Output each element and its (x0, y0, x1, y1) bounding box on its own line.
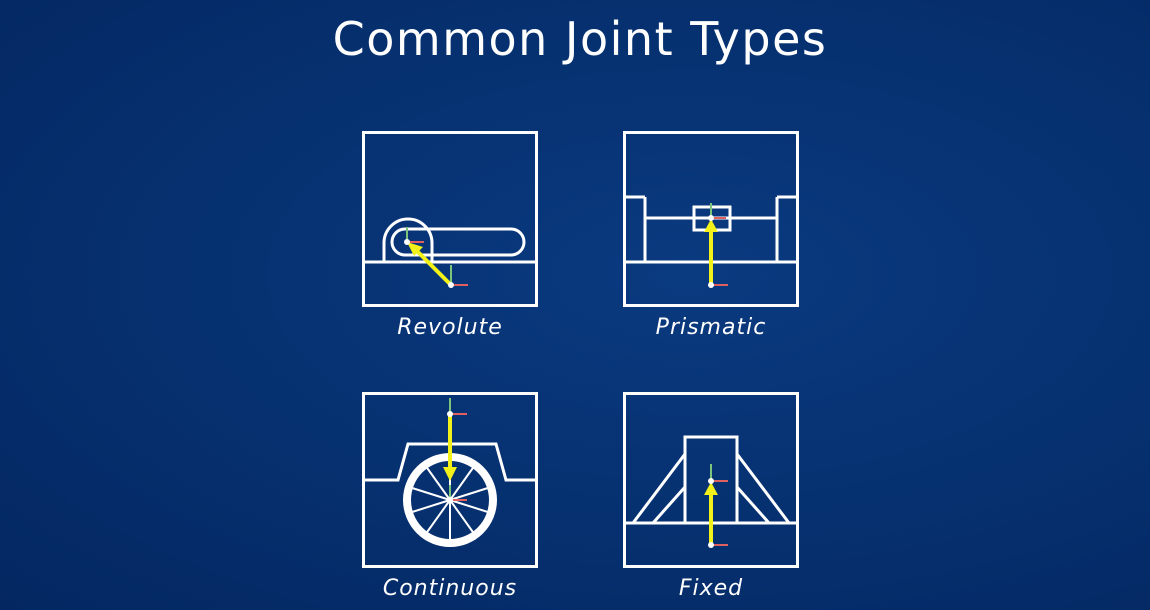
joint-arrow-head (704, 219, 718, 232)
child-origin (447, 497, 453, 503)
parent-origin (708, 542, 714, 548)
panel-frame (362, 131, 538, 307)
left-brace-outer (631, 453, 687, 524)
parent-origin (708, 282, 714, 288)
revolute-base (382, 217, 434, 262)
revolute-link (390, 227, 526, 257)
prismatic-joint-diagram (623, 131, 799, 307)
fixed-joint-diagram (623, 392, 799, 568)
left-brace-inner (651, 486, 687, 524)
continuous-joint-diagram (362, 392, 538, 568)
revolute-label: Revolute (397, 315, 503, 340)
child-origin (404, 239, 410, 245)
panel-frame (623, 392, 799, 568)
joint-arrow-head (704, 482, 718, 495)
continuous-label: Continuous (382, 576, 518, 601)
fixed-label: Fixed (678, 576, 744, 601)
parent-origin (448, 282, 454, 288)
joint-arrow-head (443, 467, 457, 481)
parent-origin (447, 411, 453, 417)
joint-arrow-head (407, 242, 423, 256)
child-origin (708, 478, 714, 484)
panel-frame (623, 131, 799, 307)
revolute-joint-diagram (362, 131, 538, 307)
prismatic-label: Prismatic (655, 315, 767, 340)
joint-arrow (412, 246, 453, 287)
right-brace-outer (735, 453, 791, 524)
page-title: Common Joint Types (332, 12, 828, 66)
right-brace-inner (735, 486, 771, 524)
child-origin (708, 215, 714, 221)
